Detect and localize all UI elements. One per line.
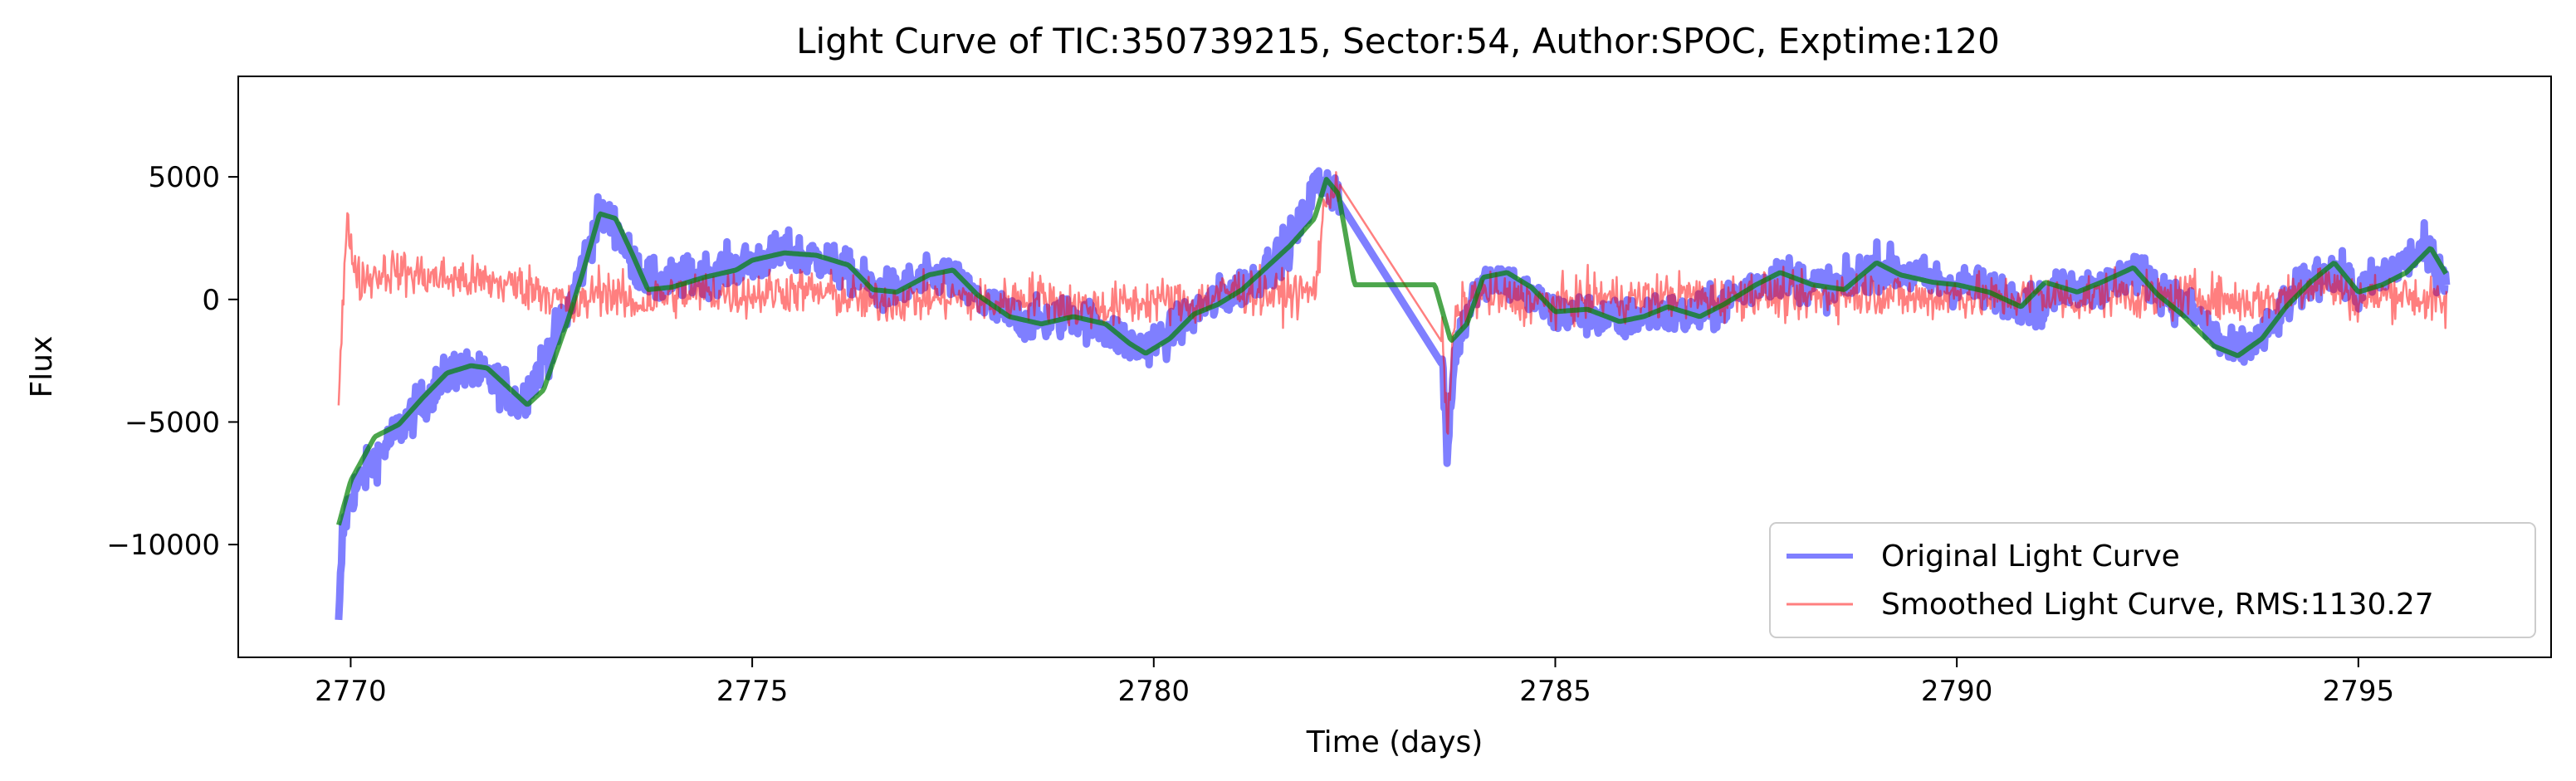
series-trend-line bbox=[336, 177, 2448, 526]
x-tick-label: 2770 bbox=[315, 675, 387, 708]
x-axis: 2770 2775 2780 2785 2790 2795 bbox=[315, 657, 2394, 708]
y-tick-label: 5000 bbox=[148, 161, 220, 194]
x-tick-label: 2790 bbox=[1921, 675, 1993, 708]
y-axis: −10000 −5000 0 5000 bbox=[106, 161, 238, 562]
y-tick-label: −5000 bbox=[125, 406, 220, 439]
chart-title: Light Curve of TIC:350739215, Sector:54,… bbox=[796, 21, 2000, 61]
series-layer bbox=[335, 167, 2451, 621]
legend: Original Light Curve Smoothed Light Curv… bbox=[1769, 522, 2536, 638]
plot-frame bbox=[237, 76, 2552, 658]
series-smoothed-line bbox=[337, 171, 2448, 435]
x-tick-label: 2795 bbox=[2323, 675, 2395, 708]
x-tick-label: 2785 bbox=[1519, 675, 1591, 708]
legend-label-smoothed: Smoothed Light Curve, RMS:1130.27 bbox=[1881, 588, 2434, 622]
legend-box bbox=[1769, 522, 2536, 638]
y-tick-label: −10000 bbox=[106, 529, 220, 562]
x-tick-label: 2780 bbox=[1118, 675, 1190, 708]
x-tick-label: 2775 bbox=[716, 675, 789, 708]
legend-label-original: Original Light Curve bbox=[1881, 539, 2180, 574]
series-original-line bbox=[335, 167, 2451, 621]
x-axis-label: Time (days) bbox=[1306, 725, 1484, 759]
y-tick-label: 0 bbox=[202, 284, 220, 317]
y-axis-label: Flux bbox=[25, 336, 59, 398]
